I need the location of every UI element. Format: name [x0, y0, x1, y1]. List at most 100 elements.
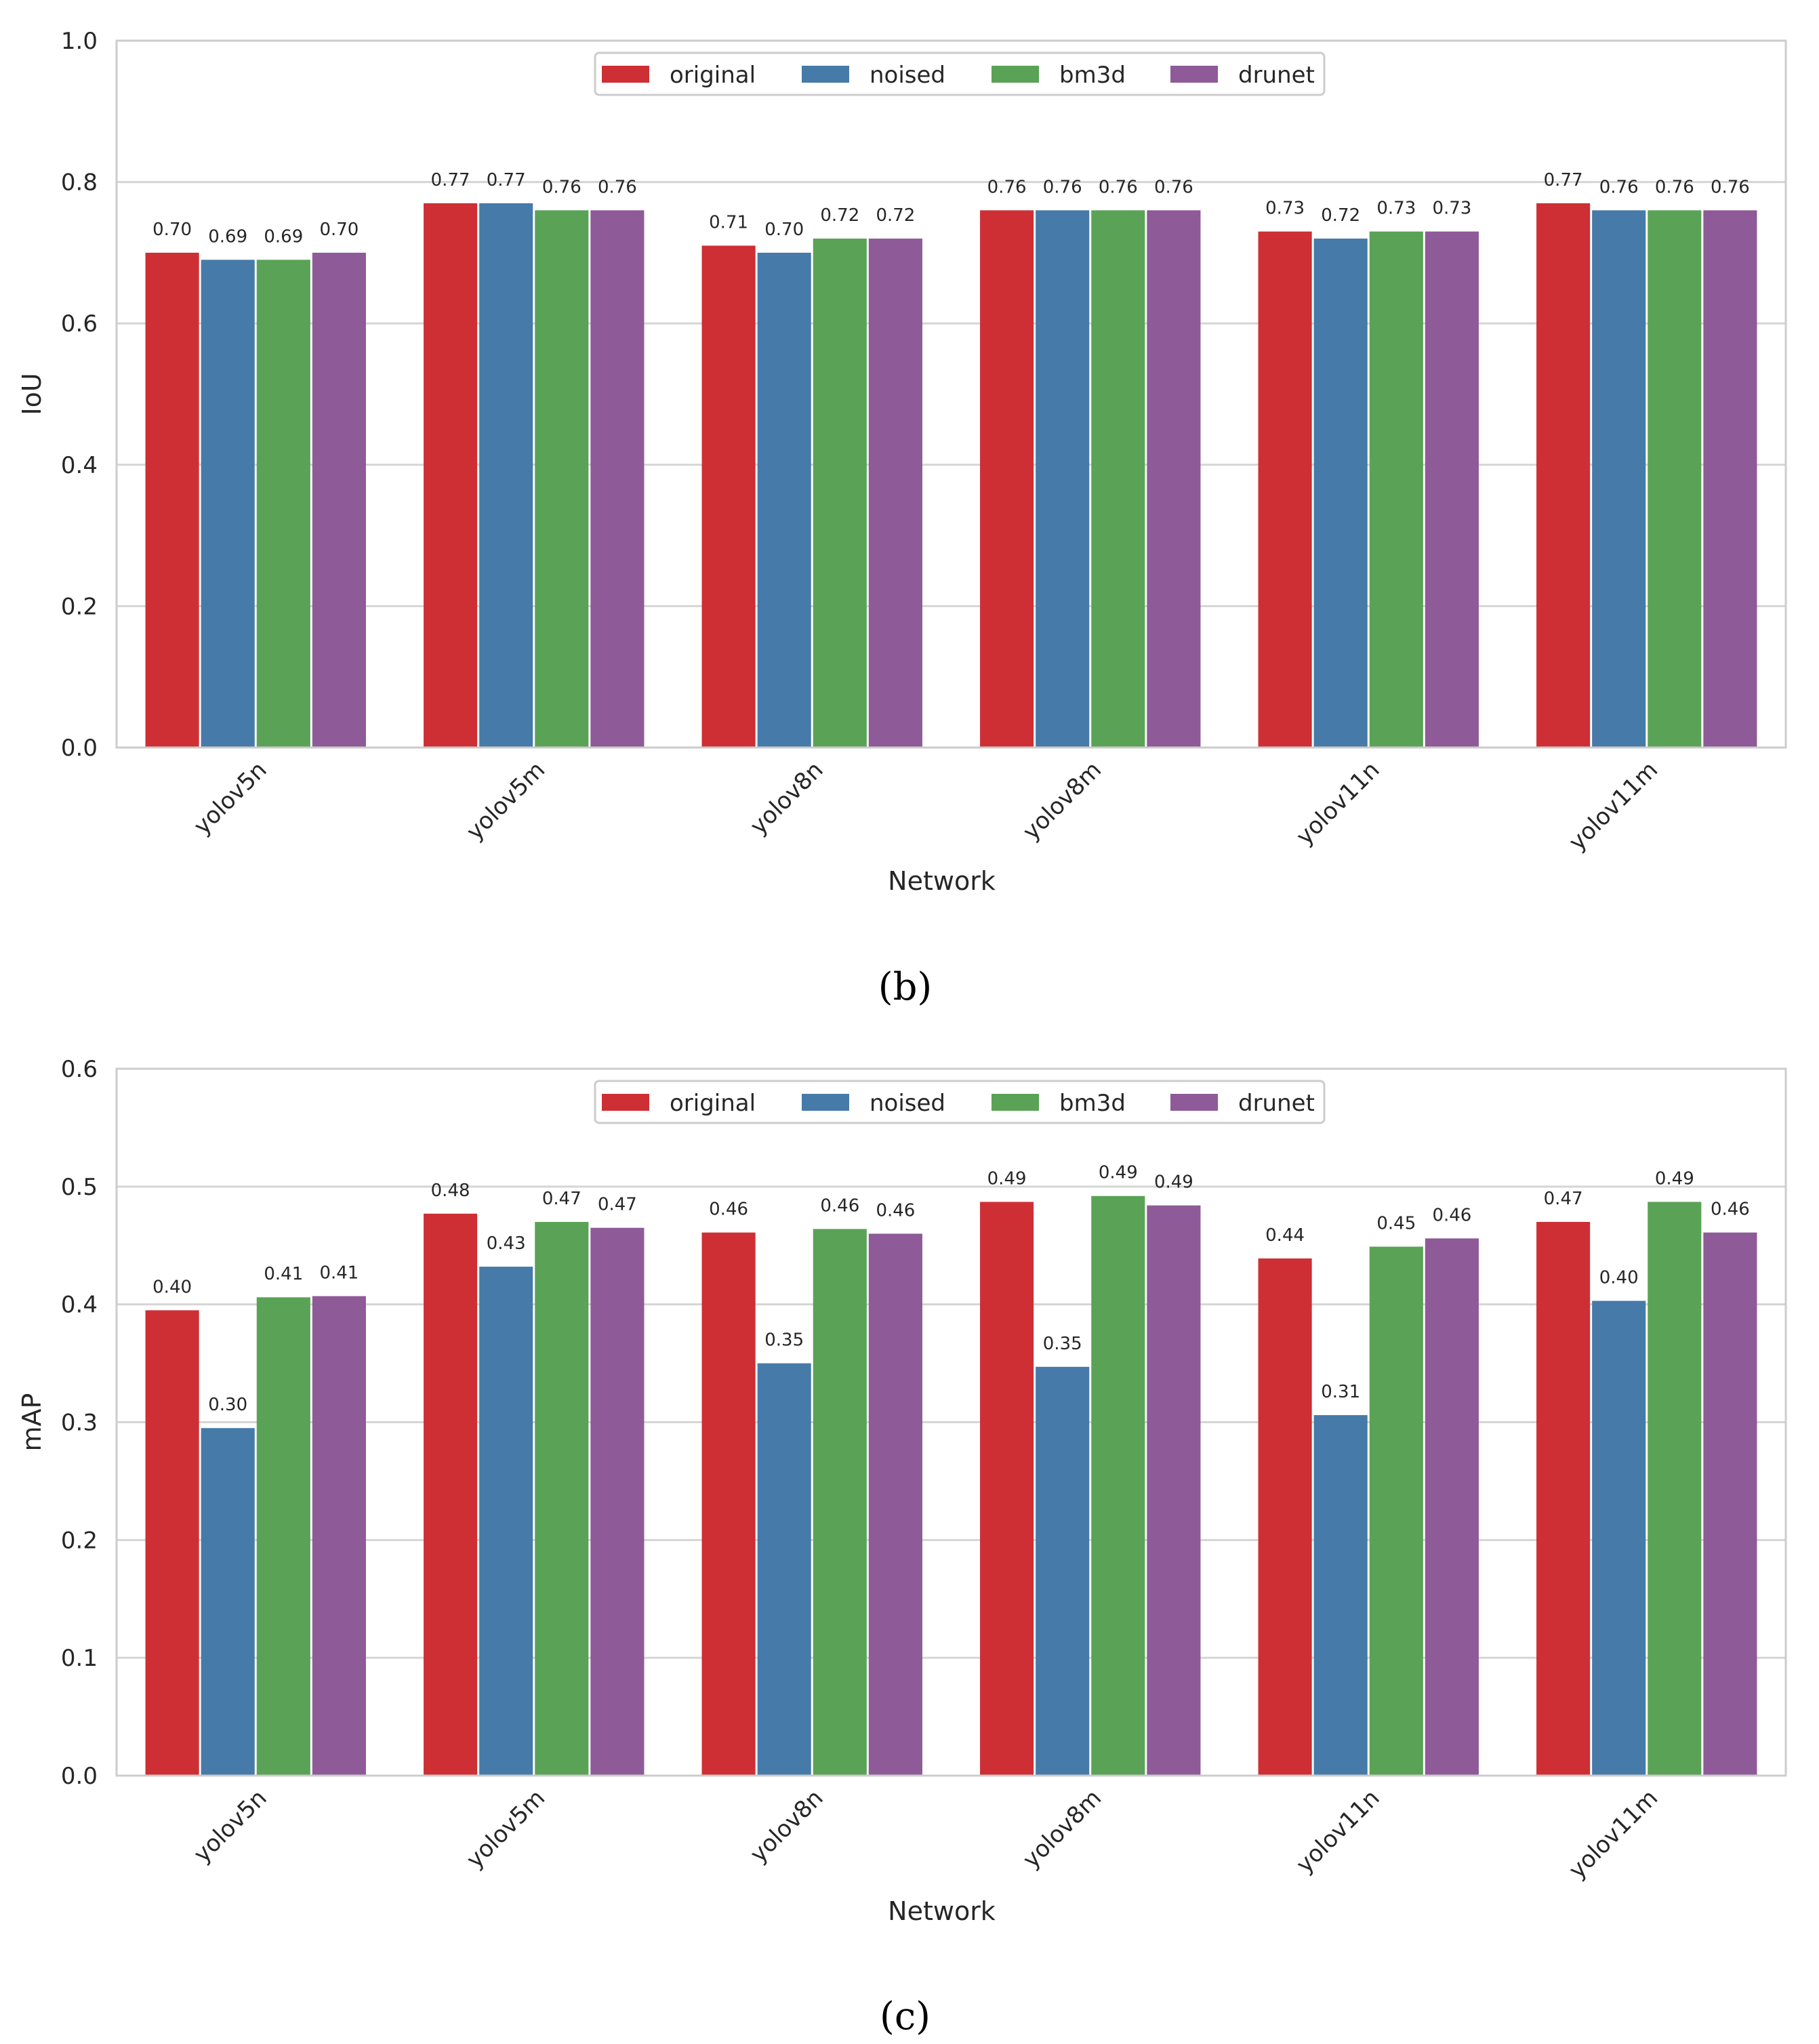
bar-drunet [868, 1233, 922, 1776]
bar-value-label: 0.48 [431, 1181, 470, 1201]
x-tick-label: yolov11n [1291, 756, 1385, 851]
bar-value-label: 0.46 [709, 1200, 748, 1220]
bar-value-label: 0.72 [820, 205, 859, 226]
y-tick-label: 1.0 [61, 28, 98, 55]
bar-value-label: 0.76 [1099, 177, 1138, 197]
bar-drunet [1147, 210, 1201, 748]
bar-value-label: 0.72 [1321, 205, 1360, 226]
bar-bm3d [256, 260, 310, 748]
bar-noised [1592, 1301, 1646, 1776]
bar-bm3d [1369, 231, 1423, 748]
bar-bm3d [813, 1229, 867, 1776]
y-tick-label: 0.4 [61, 1292, 98, 1319]
legend-swatch-noised [802, 1094, 849, 1111]
bar-bm3d [1648, 210, 1702, 748]
bar-drunet [868, 239, 922, 748]
y-axis-label: IoU [17, 373, 47, 415]
legend: original noised bm3d drunet [594, 52, 1326, 96]
bar-value-label: 0.45 [1376, 1213, 1416, 1233]
legend-swatch-drunet [1170, 66, 1218, 83]
legend-swatch-original [602, 1094, 649, 1111]
bar-original [1258, 1258, 1312, 1776]
bar-value-label: 0.30 [208, 1395, 247, 1415]
bar-value-label: 0.47 [598, 1195, 637, 1215]
bar-noised [1313, 239, 1368, 748]
legend-label-bm3d: bm3d [1059, 62, 1126, 89]
legend-swatch-noised [802, 66, 849, 83]
figure-caption: (b) [878, 965, 933, 1009]
bar-bm3d [1369, 1246, 1423, 1776]
bar-value-label: 0.76 [1655, 177, 1694, 197]
bar-value-label: 0.69 [208, 226, 247, 247]
bar-value-label: 0.73 [1432, 199, 1471, 219]
bar-value-label: 0.47 [1544, 1189, 1583, 1209]
bar-value-label: 0.73 [1265, 199, 1305, 219]
legend-swatch-bm3d [992, 66, 1039, 83]
bar-noised [1036, 1366, 1090, 1776]
bar-noised [757, 1363, 811, 1776]
legend-swatch-original [602, 66, 649, 83]
bar-bm3d [1648, 1202, 1702, 1776]
legend-label-original: original [670, 62, 756, 89]
bar-value-label: 0.71 [709, 212, 748, 232]
bar-drunet [312, 1296, 366, 1776]
y-tick-label: 0.5 [61, 1174, 98, 1201]
y-tick-label: 0.3 [61, 1410, 98, 1437]
legend-box [594, 52, 1326, 96]
bar-value-label: 0.46 [1711, 1200, 1750, 1220]
bar-value-label: 0.43 [487, 1233, 526, 1254]
x-tick-label: yolov11m [1563, 756, 1663, 856]
bar-value-label: 0.46 [820, 1195, 859, 1216]
legend-swatch-bm3d [992, 1094, 1039, 1111]
chart-panel-0: 0.0 0.2 0.4 0.6 0.8 1.0 0.70 0.77 0.71 0.76 0.73 0.… [17, 28, 1787, 1009]
bar-value-label: 0.46 [1432, 1205, 1471, 1225]
bar-noised [201, 260, 255, 748]
legend-label-drunet: drunet [1238, 1090, 1315, 1117]
plot-area [117, 41, 1786, 748]
bar-original [145, 1310, 199, 1776]
x-tick-label: yolov11n [1291, 1784, 1385, 1879]
bar-value-label: 0.76 [1599, 177, 1639, 197]
bar-value-label: 0.70 [764, 220, 804, 240]
x-tick-label: yolov8n [745, 756, 828, 840]
bar-original [701, 245, 756, 748]
bar-noised [1036, 210, 1090, 748]
bar-value-label: 0.41 [264, 1264, 303, 1284]
bar-noised [757, 252, 811, 748]
bar-bm3d [1091, 210, 1145, 748]
bar-original [701, 1232, 756, 1776]
bar-value-label: 0.35 [1043, 1334, 1082, 1354]
bar-bm3d [1091, 1195, 1145, 1776]
bar-drunet [1703, 1232, 1757, 1776]
y-tick-label: 0.0 [61, 735, 98, 762]
x-tick-label: yolov8m [1018, 1784, 1107, 1874]
bar-value-label: 0.49 [1154, 1172, 1193, 1193]
bar-noised [201, 1428, 255, 1776]
legend-swatch-drunet [1170, 1094, 1218, 1111]
bar-value-label: 0.77 [431, 170, 470, 190]
y-tick-label: 0.2 [61, 1527, 98, 1554]
x-axis-label: Network [888, 1896, 996, 1926]
x-tick-label: yolov5n [188, 756, 272, 840]
bar-value-label: 0.72 [876, 205, 915, 226]
bar-original [1536, 203, 1591, 748]
bar-value-label: 0.69 [264, 226, 303, 247]
bar-noised [1592, 210, 1646, 748]
bar-value-label: 0.70 [152, 220, 192, 240]
legend-label-drunet: drunet [1238, 62, 1315, 89]
bar-value-label: 0.76 [598, 177, 637, 197]
y-axis-label: mAP [17, 1393, 47, 1452]
bar-drunet [312, 252, 366, 748]
legend-label-noised: noised [870, 62, 945, 89]
bar-value-label: 0.76 [1043, 177, 1082, 197]
x-tick-label: yolov5m [462, 756, 551, 846]
bar-original [424, 203, 478, 748]
x-tick-label: yolov11m [1563, 1784, 1663, 1884]
bar-value-label: 0.77 [1544, 170, 1583, 190]
bar-drunet [1147, 1205, 1201, 1776]
y-tick-label: 0.8 [61, 169, 98, 197]
bar-original [424, 1213, 478, 1776]
legend-label-noised: noised [870, 1090, 945, 1117]
bar-value-label: 0.77 [487, 170, 526, 190]
